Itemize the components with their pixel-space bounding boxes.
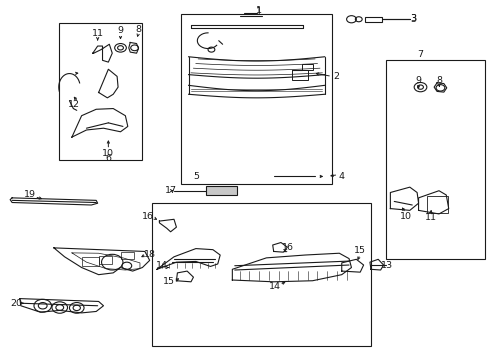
Text: 5: 5 <box>192 172 199 181</box>
Text: 18: 18 <box>143 250 155 259</box>
Bar <box>120 252 133 259</box>
Text: 14: 14 <box>156 261 167 270</box>
Text: 16: 16 <box>142 212 154 221</box>
Text: 3: 3 <box>410 14 416 24</box>
Bar <box>301 64 312 70</box>
Text: 19: 19 <box>23 190 36 199</box>
Text: 11: 11 <box>424 213 436 222</box>
Bar <box>99 256 112 264</box>
Text: 16: 16 <box>282 243 294 252</box>
Text: 1: 1 <box>256 7 262 17</box>
Bar <box>291 70 307 80</box>
Text: 11: 11 <box>91 29 103 38</box>
Text: 7: 7 <box>417 50 423 59</box>
Text: 1: 1 <box>256 6 262 15</box>
Bar <box>205 186 237 195</box>
Text: 8: 8 <box>135 25 141 34</box>
Text: 3: 3 <box>410 14 416 23</box>
Bar <box>152 203 370 346</box>
Text: 2: 2 <box>332 72 338 81</box>
Text: 20: 20 <box>10 299 22 308</box>
Text: 17: 17 <box>164 185 176 194</box>
Bar <box>59 23 142 160</box>
Text: 9: 9 <box>117 26 123 35</box>
Text: 12: 12 <box>68 100 80 109</box>
Text: 8: 8 <box>435 76 441 85</box>
Text: 4: 4 <box>338 172 344 181</box>
Text: 6: 6 <box>105 154 111 163</box>
Bar <box>426 196 447 213</box>
Text: 15: 15 <box>163 277 175 286</box>
Bar <box>81 257 99 266</box>
Text: 15: 15 <box>353 246 366 255</box>
Text: 10: 10 <box>102 149 114 158</box>
Bar <box>181 14 331 184</box>
Text: 9: 9 <box>415 76 421 85</box>
Text: 10: 10 <box>399 212 411 221</box>
Text: 14: 14 <box>268 282 280 291</box>
Text: 13: 13 <box>380 261 392 270</box>
Bar <box>365 17 381 22</box>
Bar <box>385 60 484 258</box>
